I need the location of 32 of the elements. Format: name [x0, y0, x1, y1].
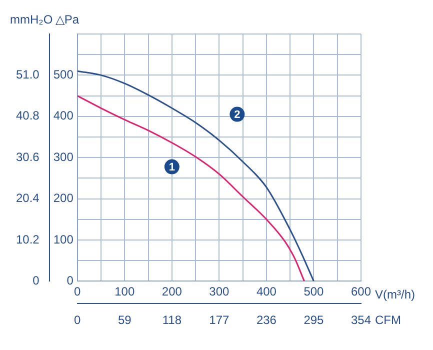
y-tick-label: 100 [53, 232, 74, 246]
x2-tick-label: 59 [118, 313, 132, 328]
x2-axis-title: CFM [375, 313, 401, 328]
x2-tick-label: 236 [256, 313, 277, 328]
line-series [77, 70, 314, 282]
y2-tick-label: 0 [32, 274, 40, 288]
x-tick-label: 400 [256, 284, 277, 299]
y2-tick-label: 51.0 [16, 68, 40, 82]
x-tick-label: 100 [114, 284, 135, 299]
x2-tick-label: 295 [304, 313, 324, 328]
line-series [77, 95, 306, 282]
x-axis-title: V(m³/h) [375, 288, 415, 302]
y2-axis-title: mmH₂O [10, 12, 53, 26]
x-tick-label: 500 [304, 284, 324, 299]
y2-tick-label: 40.8 [16, 108, 40, 123]
y2-tick-label: 10.2 [16, 232, 40, 246]
y2-tick-label: 30.6 [16, 150, 40, 164]
y2-tick-label: 20.4 [16, 191, 40, 206]
x2-tick-label: 354 [350, 313, 372, 328]
y-tick-label: 0 [66, 274, 74, 288]
x-tick-label: 600 [350, 284, 372, 299]
x2-tick-label: 118 [162, 313, 182, 328]
x-tick-label: 200 [162, 284, 182, 299]
text: 2 [234, 108, 240, 121]
series-label: 1 [168, 161, 175, 174]
y-tick-label: 500 [53, 68, 74, 82]
y-tick-label: 300 [53, 150, 74, 164]
y-tick-label: 400 [53, 108, 74, 123]
x2-tick-label: 177 [209, 313, 230, 328]
y-axis-title: △Pa [55, 12, 80, 26]
x-tick-label: 300 [209, 284, 230, 299]
y-tick-label: 200 [53, 191, 74, 206]
